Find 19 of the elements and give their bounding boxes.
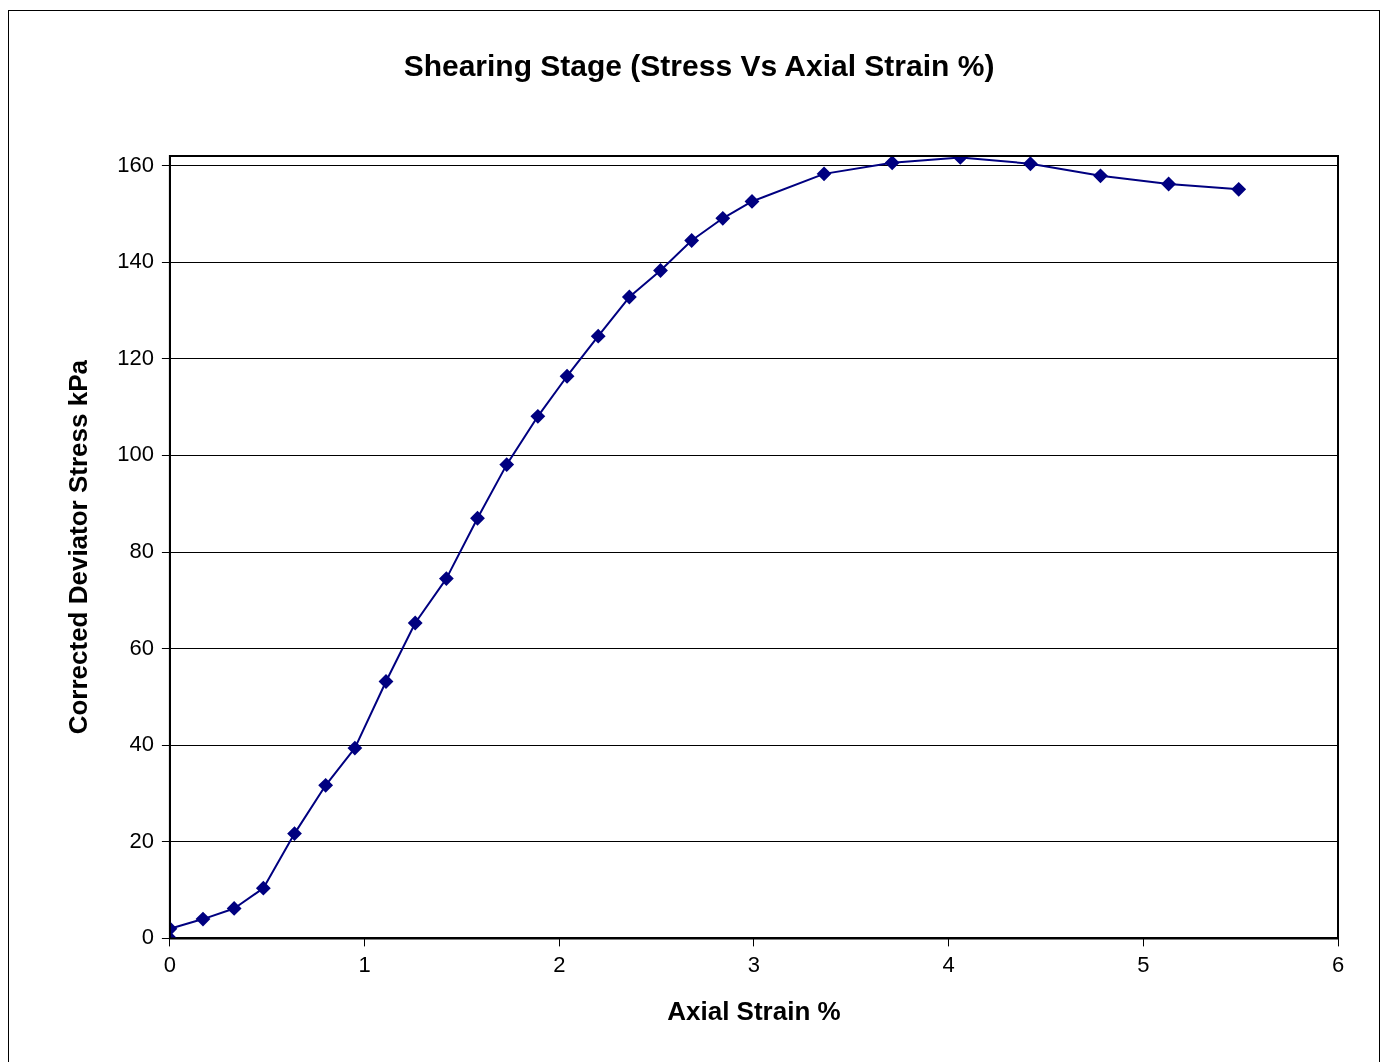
x-tick-label: 6	[1331, 951, 1345, 977]
y-tick-label: 140	[117, 248, 154, 274]
x-axis-title: Axial Strain %	[667, 995, 841, 1026]
y-tick-label: 20	[129, 827, 154, 853]
y-tick-label: 60	[129, 634, 154, 660]
y-tick-label: 120	[117, 344, 154, 370]
x-tick-label: 0	[163, 951, 177, 977]
x-tick-label: 5	[1137, 951, 1150, 977]
chart-title: Shearing Stage (Stress Vs Axial Strain %)	[403, 49, 995, 83]
x-tick-label: 3	[747, 951, 761, 977]
y-tick-label: 80	[129, 538, 154, 564]
y-tick-label: 160	[117, 151, 154, 177]
y-tick-label: 0	[141, 924, 154, 950]
x-tick-label: 4	[942, 951, 955, 977]
y-tick-label: 100	[117, 441, 154, 467]
x-tick-label: 1	[358, 951, 371, 977]
y-tick-label: 40	[129, 731, 154, 757]
y-axis-title: Corrected Deviator Stress kPa	[62, 359, 93, 735]
x-tick-label: 2	[553, 951, 566, 977]
